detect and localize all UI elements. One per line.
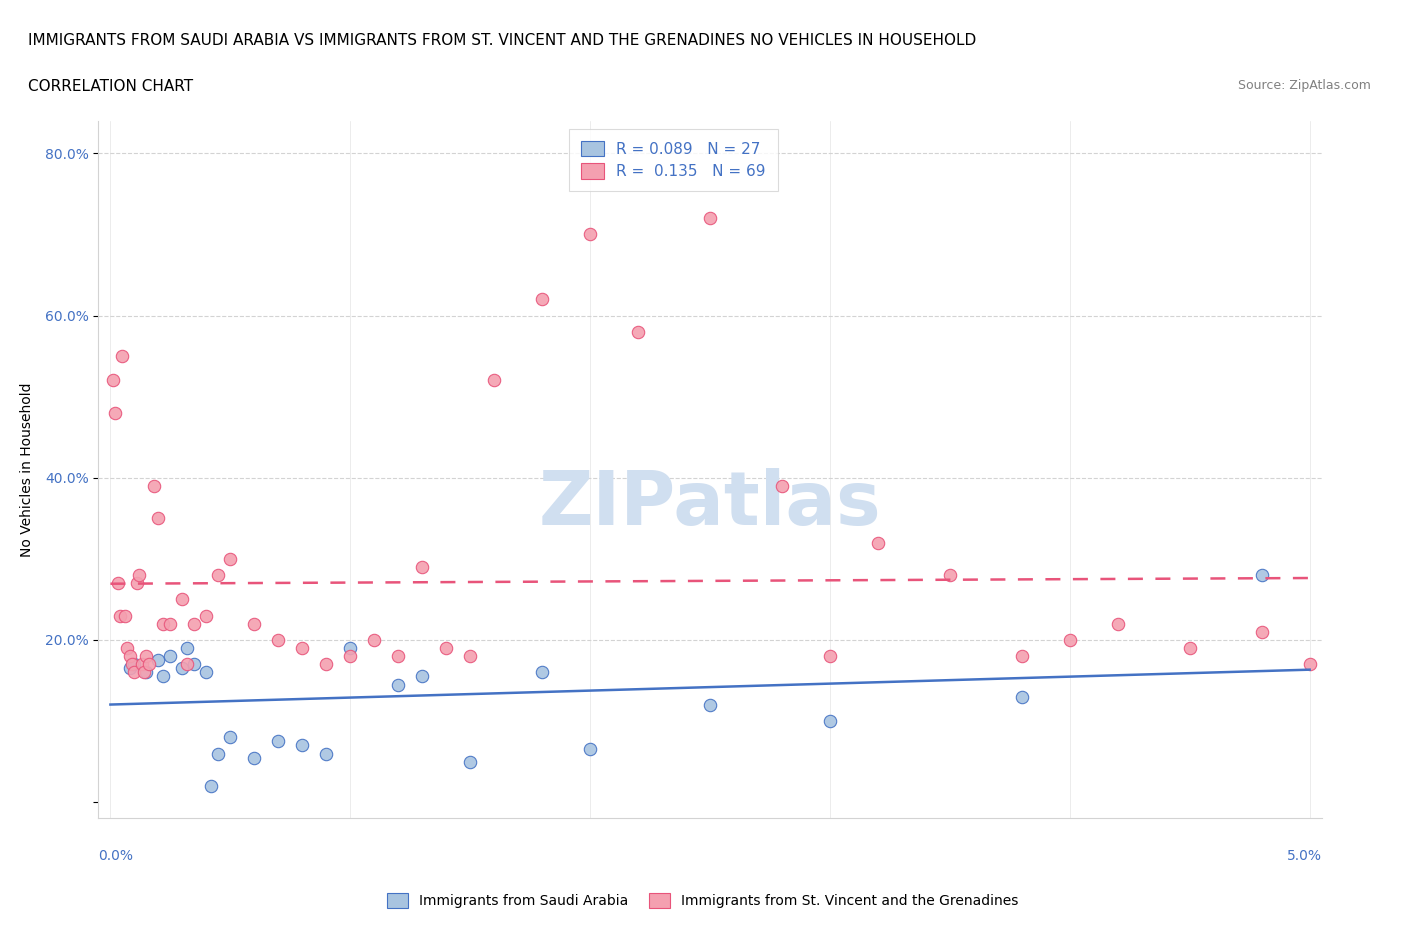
Point	[458, 754, 481, 769]
Point	[1011, 689, 1033, 704]
Point	[135, 649, 157, 664]
Point	[118, 661, 141, 676]
Point	[315, 746, 337, 761]
Point	[531, 665, 554, 680]
Point	[207, 567, 229, 582]
Legend: R = 0.089   N = 27, R =  0.135   N = 69: R = 0.089 N = 27, R = 0.135 N = 69	[569, 128, 778, 191]
Point	[243, 751, 266, 765]
Point	[200, 778, 222, 793]
Point	[195, 665, 218, 680]
Point	[339, 641, 361, 656]
Point	[434, 641, 457, 656]
Point	[339, 649, 361, 664]
Point	[101, 373, 124, 388]
Point	[1347, 617, 1369, 631]
Point	[195, 608, 218, 623]
Point	[183, 617, 205, 631]
Point	[291, 641, 314, 656]
Point	[111, 349, 134, 364]
Point	[411, 560, 433, 575]
Point	[387, 649, 409, 664]
Point	[363, 632, 385, 647]
Point	[1250, 624, 1272, 639]
Y-axis label: No Vehicles in Household: No Vehicles in Household	[20, 382, 34, 557]
Text: 5.0%: 5.0%	[1286, 849, 1322, 863]
Point	[1107, 617, 1129, 631]
Point	[107, 576, 129, 591]
Text: IMMIGRANTS FROM SAUDI ARABIA VS IMMIGRANTS FROM ST. VINCENT AND THE GRENADINES N: IMMIGRANTS FROM SAUDI ARABIA VS IMMIGRAN…	[28, 33, 976, 47]
Point	[118, 649, 141, 664]
Point	[138, 657, 160, 671]
Point	[627, 325, 650, 339]
Point	[124, 657, 146, 671]
Point	[243, 617, 266, 631]
Point	[135, 665, 157, 680]
Point	[579, 227, 602, 242]
Point	[148, 653, 170, 668]
Point	[207, 746, 229, 761]
Point	[699, 698, 721, 712]
Text: 0.0%: 0.0%	[98, 849, 134, 863]
Point	[458, 649, 481, 664]
Point	[183, 657, 205, 671]
Point	[176, 641, 198, 656]
Point	[1059, 632, 1081, 647]
Point	[125, 576, 148, 591]
Text: ZIPatlas: ZIPatlas	[538, 468, 882, 541]
Point	[159, 649, 181, 664]
Point	[818, 649, 841, 664]
Point	[315, 657, 337, 671]
Legend: Immigrants from Saudi Arabia, Immigrants from St. Vincent and the Grenadines: Immigrants from Saudi Arabia, Immigrants…	[382, 888, 1024, 914]
Point	[267, 734, 290, 749]
Text: Source: ZipAtlas.com: Source: ZipAtlas.com	[1237, 79, 1371, 92]
Point	[131, 657, 153, 671]
Point	[866, 535, 889, 550]
Point	[121, 657, 143, 671]
Point	[152, 617, 174, 631]
Point	[219, 551, 242, 566]
Point	[124, 665, 146, 680]
Point	[104, 405, 127, 420]
Point	[531, 292, 554, 307]
Point	[939, 567, 962, 582]
Point	[1298, 657, 1320, 671]
Point	[114, 608, 136, 623]
Point	[152, 669, 174, 684]
Point	[387, 677, 409, 692]
Point	[132, 665, 155, 680]
Point	[818, 713, 841, 728]
Point	[108, 608, 131, 623]
Point	[579, 742, 602, 757]
Point	[128, 567, 150, 582]
Point	[1178, 641, 1201, 656]
Point	[148, 511, 170, 525]
Point	[411, 669, 433, 684]
Text: CORRELATION CHART: CORRELATION CHART	[28, 79, 193, 94]
Point	[219, 730, 242, 745]
Point	[291, 738, 314, 753]
Point	[172, 592, 194, 607]
Point	[699, 211, 721, 226]
Point	[176, 657, 198, 671]
Point	[770, 478, 793, 493]
Point	[172, 661, 194, 676]
Point	[267, 632, 290, 647]
Point	[482, 373, 505, 388]
Point	[142, 478, 165, 493]
Point	[159, 617, 181, 631]
Point	[1011, 649, 1033, 664]
Point	[115, 641, 138, 656]
Point	[1250, 567, 1272, 582]
